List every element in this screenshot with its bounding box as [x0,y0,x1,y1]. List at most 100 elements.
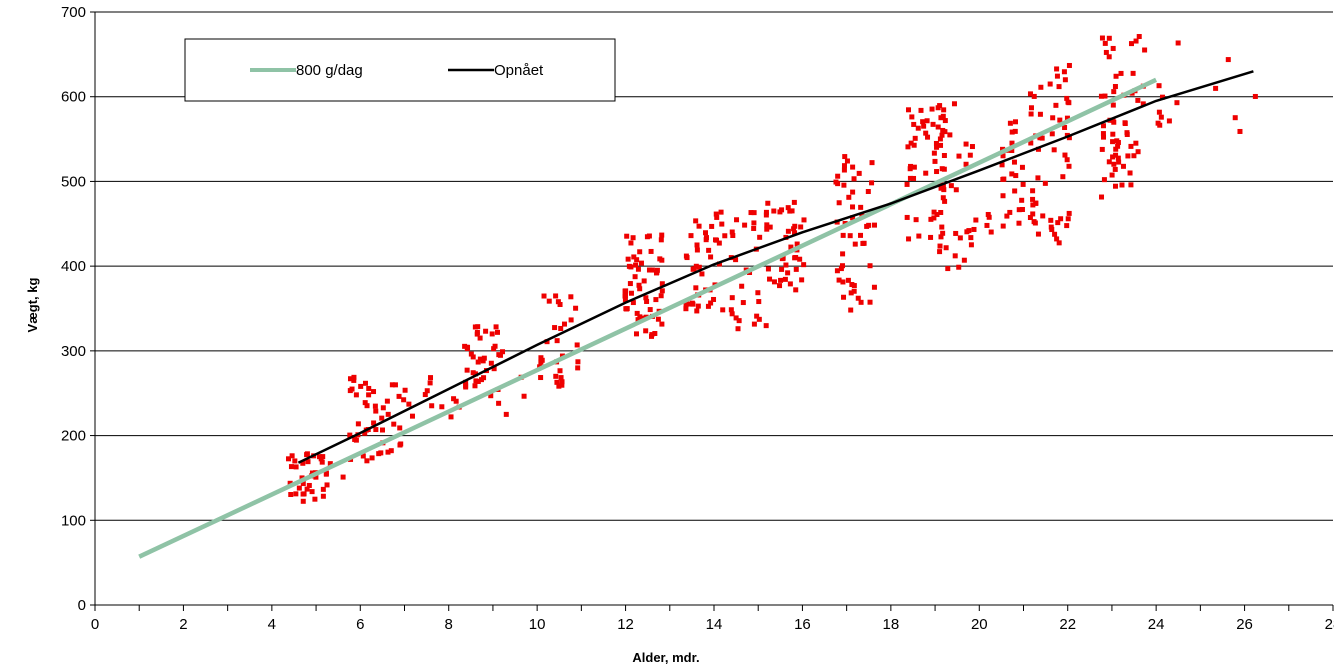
data-point [855,295,861,301]
data-point [850,215,856,221]
data-point [787,281,793,287]
y-tick-label: 400 [61,258,86,275]
data-point [489,331,495,337]
data-point [1032,220,1038,226]
data-point [1159,94,1165,100]
data-point [439,404,445,410]
data-point [422,392,428,398]
data-point [1113,73,1119,79]
data-point [647,307,653,313]
data-point [835,173,841,179]
data-point [1051,147,1057,153]
data-point [1042,180,1048,186]
data-point [500,349,506,355]
data-point [871,284,877,290]
data-point [644,298,650,304]
data-point [632,274,638,280]
data-point [288,464,294,470]
data-point [1064,223,1070,229]
data-point [633,262,639,268]
data-point [938,142,944,148]
data-point [320,493,326,499]
y-tick-label: 0 [78,597,86,614]
data-point [1009,140,1015,146]
data-point [779,207,785,213]
data-point [865,189,871,195]
data-point [904,181,910,187]
data-point [1057,117,1063,123]
data-point [448,414,454,420]
data-point [622,297,628,303]
x-tick-label: 22 [1059,616,1076,633]
data-point [1019,206,1025,212]
data-point [1028,140,1034,146]
data-point [1012,119,1018,125]
data-point [624,233,630,239]
data-point [963,161,969,167]
data-point [722,233,728,239]
data-point [1001,176,1007,182]
data-point [472,371,478,377]
data-point [767,224,773,230]
data-point [940,113,946,119]
data-point [968,235,974,241]
data-point [318,456,324,462]
data-point [729,295,735,301]
data-point [643,328,649,334]
achieved-line [297,70,1254,464]
data-point [1012,128,1018,134]
data-point [782,276,788,282]
data-point [1166,118,1172,124]
y-tick-label: 500 [61,173,86,190]
series-lines [138,70,1254,559]
data-point [938,234,944,240]
data-point [952,253,958,259]
data-point [1049,131,1055,137]
data-point [968,242,974,248]
data-point [915,125,921,131]
data-point [948,183,954,189]
data-point [648,248,654,254]
x-tick-label: 8 [445,616,453,633]
data-point [934,212,940,218]
data-point [971,226,977,232]
data-point [945,266,951,272]
data-point [999,162,1005,168]
data-point [683,306,689,312]
data-point [637,249,643,255]
data-point [918,107,924,113]
data-point [555,299,561,305]
data-point [867,299,873,305]
data-point [929,106,935,112]
data-point [1136,34,1142,40]
data-point [287,480,293,486]
data-point [840,279,846,285]
data-point [849,282,855,288]
data-point [1058,216,1064,222]
data-point [693,218,699,224]
data-point [1047,81,1053,87]
data-point [756,316,762,322]
data-point [557,301,563,307]
data-point [719,221,725,227]
data-point [1035,146,1041,152]
data-point [754,313,760,319]
data-point [635,266,641,272]
data-point [988,229,994,235]
data-point [475,359,481,365]
data-point [646,267,652,273]
data-point [791,199,797,205]
data-point [740,300,746,306]
data-point [836,277,842,283]
data-point [546,298,552,304]
data-point [463,379,469,385]
data-point [967,152,973,158]
data-point [1119,182,1125,188]
x-tick-label: 28 [1325,616,1334,633]
data-point [463,384,469,390]
data-point [1062,125,1068,131]
data-point [1115,155,1121,161]
data-point [1115,143,1121,149]
data-point [699,271,705,277]
